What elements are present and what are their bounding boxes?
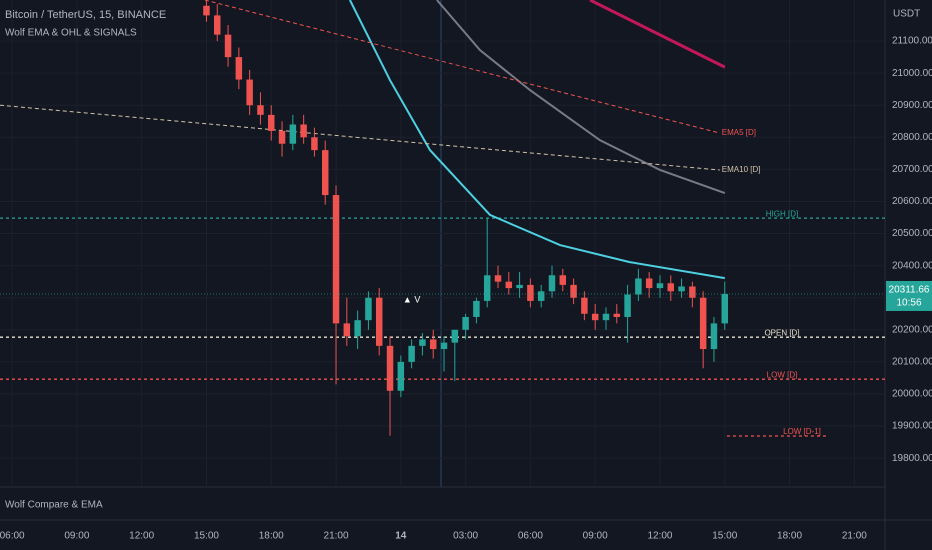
candle-body bbox=[581, 297, 588, 314]
x-tick-label: 14 bbox=[395, 531, 407, 542]
y-tick-label: 21000.00 bbox=[892, 68, 932, 79]
candle-body bbox=[235, 57, 243, 80]
candle-body bbox=[440, 342, 448, 350]
level-label: LOW [D-1] bbox=[783, 427, 821, 436]
indicator-line bbox=[436, 0, 726, 195]
candle-body bbox=[505, 281, 513, 289]
x-tick-label: 21:00 bbox=[842, 531, 867, 542]
x-tick-label: 06:00 bbox=[0, 531, 25, 542]
x-tick-label: 18:00 bbox=[777, 531, 802, 542]
price-label: 20311.66 bbox=[889, 285, 930, 296]
y-tick-label: 20900.00 bbox=[892, 100, 932, 111]
y-tick-label: 20500.00 bbox=[892, 228, 932, 239]
candle-body bbox=[246, 79, 253, 106]
candle-body bbox=[494, 275, 502, 282]
candle-body bbox=[645, 278, 653, 289]
candle-body bbox=[354, 320, 361, 337]
y-tick-label: 21100.00 bbox=[892, 36, 932, 47]
indicator-line bbox=[204, 0, 720, 134]
y-tick-label: 20200.00 bbox=[892, 324, 932, 335]
y-tick-label: 20400.00 bbox=[892, 260, 932, 271]
candle-body bbox=[602, 313, 610, 321]
price-badge bbox=[886, 280, 932, 311]
candle-body bbox=[332, 195, 340, 324]
candle-body bbox=[214, 15, 221, 35]
x-tick-label: 15:00 bbox=[712, 531, 737, 542]
candle-body bbox=[591, 313, 599, 321]
candle-body bbox=[613, 313, 621, 317]
candle-body bbox=[289, 124, 297, 144]
level-label: LOW [D] bbox=[767, 370, 798, 379]
signal-label: ▲ V bbox=[403, 294, 420, 304]
x-tick-label: 15:00 bbox=[194, 531, 219, 542]
candle-body bbox=[527, 284, 534, 301]
candle-body bbox=[419, 339, 426, 346]
candle-body bbox=[710, 323, 718, 350]
candle-body bbox=[624, 294, 631, 317]
indicator-line bbox=[0, 104, 720, 171]
indicator-title: Wolf EMA & OHL & SIGNALS bbox=[5, 28, 137, 39]
y-tick-label: 20600.00 bbox=[892, 196, 932, 207]
y-tick-label: 19800.00 bbox=[892, 453, 932, 464]
candle-body bbox=[429, 339, 437, 350]
candle-body bbox=[667, 283, 675, 292]
candle-body bbox=[473, 300, 480, 317]
y-axis-label: USDT bbox=[893, 9, 920, 20]
y-tick-label: 20100.00 bbox=[892, 357, 932, 368]
indicator-line bbox=[349, 0, 725, 280]
candle-body bbox=[365, 297, 372, 321]
x-tick-label: 09:00 bbox=[64, 531, 89, 542]
candle-body bbox=[699, 297, 707, 350]
lower-pane-title: Wolf Compare & EMA bbox=[5, 500, 103, 511]
y-tick-label: 20000.00 bbox=[892, 389, 932, 400]
candle-body bbox=[203, 5, 210, 16]
candle-body bbox=[548, 275, 556, 292]
candle-body bbox=[635, 278, 642, 295]
plot bbox=[0, 0, 885, 437]
candle-body bbox=[483, 275, 491, 301]
candle-body bbox=[516, 284, 523, 289]
level-label: OPEN [D] bbox=[764, 328, 799, 337]
indicator-label: EMA10 [D] bbox=[722, 165, 761, 174]
indicator-label: EMA5 [D] bbox=[722, 128, 756, 137]
candle-body bbox=[656, 283, 664, 289]
x-tick-label: 12:00 bbox=[129, 531, 154, 542]
candle-body bbox=[386, 345, 394, 391]
y-tick-label: 19900.00 bbox=[892, 421, 932, 432]
y-tick-label: 20800.00 bbox=[892, 132, 932, 143]
candle-body bbox=[375, 297, 383, 346]
candle-body bbox=[559, 275, 567, 285]
countdown: 10:56 bbox=[896, 298, 921, 309]
x-tick-label: 12:00 bbox=[647, 531, 672, 542]
candle-body bbox=[537, 291, 545, 301]
candle-body bbox=[408, 345, 415, 362]
x-tick-label: 06:00 bbox=[518, 531, 543, 542]
candle-body bbox=[224, 34, 232, 58]
candle-body bbox=[300, 124, 307, 138]
candle-body bbox=[689, 286, 696, 298]
x-tick-label: 18:00 bbox=[259, 531, 284, 542]
candle-body bbox=[311, 137, 318, 151]
chart-title: Bitcoin / TetherUS, 15, BINANCE bbox=[5, 9, 166, 21]
candle-body bbox=[321, 150, 329, 196]
candle-body bbox=[678, 286, 685, 292]
indicator-line bbox=[589, 0, 726, 69]
candle-body bbox=[268, 114, 275, 131]
candle-body bbox=[343, 323, 351, 337]
candle-body bbox=[721, 293, 728, 324]
x-tick-label: 21:00 bbox=[324, 531, 349, 542]
candle-body bbox=[278, 130, 286, 144]
x-tick-label: 09:00 bbox=[583, 531, 608, 542]
candle-body bbox=[257, 105, 264, 115]
y-tick-label: 20700.00 bbox=[892, 164, 932, 175]
level-label: HIGH [D] bbox=[766, 209, 798, 218]
candle-body bbox=[570, 284, 577, 298]
candle-body bbox=[462, 316, 469, 330]
candle-body bbox=[451, 329, 459, 343]
candle-body bbox=[397, 361, 405, 391]
x-tick-label: 03:00 bbox=[453, 531, 478, 542]
